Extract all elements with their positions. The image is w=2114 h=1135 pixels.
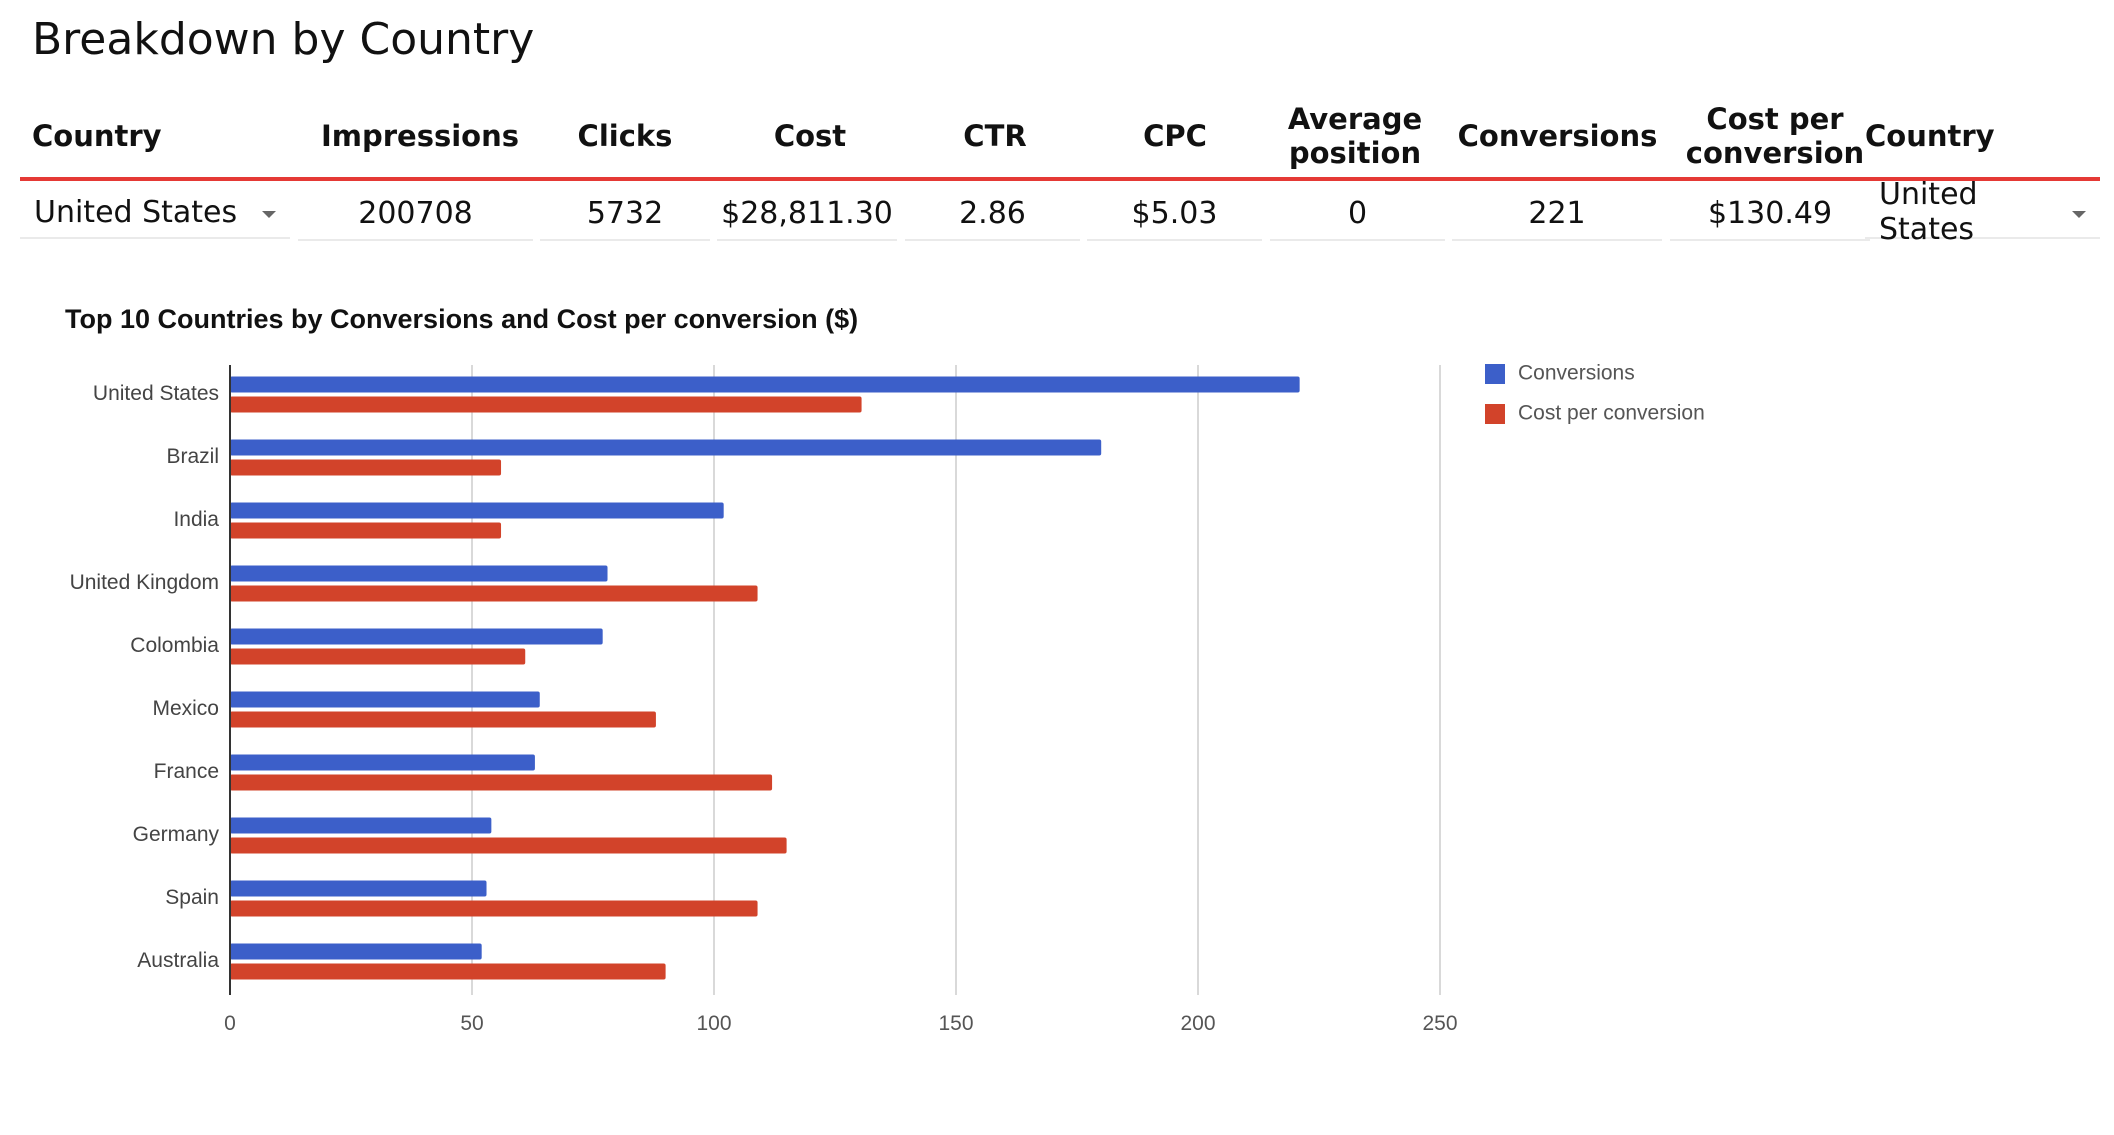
bar-cost-per-conversion[interactable]: [230, 522, 502, 539]
bar-cost-per-conversion[interactable]: [230, 774, 773, 791]
cost-cell: $28,811.30: [717, 187, 897, 241]
table-row: United States 200708 5732 $28,811.30 2.8…: [20, 177, 2100, 247]
y-category-label: Mexico: [152, 697, 219, 720]
x-tick-label: 250: [1422, 1012, 1457, 1035]
bar-conversions[interactable]: [230, 754, 535, 771]
x-tick-label: 200: [1180, 1012, 1215, 1035]
legend-label[interactable]: Conversions: [1518, 362, 1635, 385]
column-header-cost[interactable]: Cost: [773, 119, 847, 153]
bar-conversions[interactable]: [230, 817, 492, 834]
legend-swatch: [1485, 404, 1505, 424]
y-category-label: Colombia: [130, 634, 219, 657]
column-header-impressions[interactable]: Impressions: [320, 119, 520, 153]
legend-swatch: [1485, 364, 1505, 384]
bar-conversions[interactable]: [230, 439, 1102, 456]
y-category-label: France: [154, 760, 219, 783]
x-tick-label: 100: [696, 1012, 731, 1035]
column-header-country[interactable]: Country: [32, 119, 162, 153]
column-header-conversions[interactable]: Conversions: [1457, 119, 1658, 153]
country-dropdown-2[interactable]: United States: [1865, 177, 2100, 247]
bar-cost-per-conversion[interactable]: [230, 648, 526, 665]
cpc-cell: $5.03: [1087, 187, 1262, 241]
column-header-country-2[interactable]: Country: [1865, 119, 1995, 153]
bar-cost-per-conversion[interactable]: [230, 963, 666, 980]
ctr-cell: 2.86: [905, 187, 1080, 241]
impressions-cell: 200708: [298, 187, 533, 241]
y-category-label: Germany: [133, 823, 220, 846]
country-value: United States: [34, 194, 238, 230]
clicks-cell: 5732: [540, 187, 710, 241]
column-header-cpc[interactable]: CPC: [1143, 119, 1207, 153]
bar-conversions[interactable]: [230, 502, 724, 519]
axes: 0 50 100 150 200 250 United States Brazil India U…: [70, 365, 1458, 1035]
legend: Conversions Cost per conversion: [1485, 362, 1705, 425]
y-category-label: Australia: [137, 949, 219, 972]
bar-conversions[interactable]: [230, 943, 482, 960]
bar-cost-per-conversion[interactable]: [230, 711, 656, 728]
chevron-down-icon[interactable]: [262, 210, 276, 218]
column-header-cost-per-conversion[interactable]: Cost per conversion: [1685, 102, 1865, 170]
bar-cost-per-conversion[interactable]: [230, 459, 502, 476]
x-tick-label: 0: [224, 1012, 236, 1035]
bar-conversions[interactable]: [230, 628, 603, 645]
bars: [230, 376, 1300, 980]
x-tick-label: 150: [938, 1012, 973, 1035]
bar-cost-per-conversion[interactable]: [230, 900, 758, 917]
country-table: Country Impressions Clicks Cost CTR CPC …: [20, 95, 2100, 247]
bar-cost-per-conversion[interactable]: [230, 837, 787, 854]
y-category-label: United States: [93, 382, 219, 405]
y-category-label: Spain: [165, 886, 219, 909]
x-tick-label: 50: [460, 1012, 483, 1035]
column-header-clicks[interactable]: Clicks: [577, 119, 673, 153]
bar-cost-per-conversion[interactable]: [230, 396, 862, 413]
column-header-ctr[interactable]: CTR: [963, 119, 1027, 153]
legend-label[interactable]: Cost per conversion: [1518, 402, 1705, 425]
page-title: Breakdown by Country: [32, 14, 535, 65]
cost-per-conversion-cell: $130.49: [1670, 187, 1870, 241]
country-dropdown[interactable]: United States: [20, 187, 290, 239]
average-position-cell: 0: [1270, 187, 1445, 241]
conversions-cell: 221: [1452, 187, 1662, 241]
bar-conversions[interactable]: [230, 691, 540, 708]
country-value-2: United States: [1879, 177, 1978, 247]
column-header-average-position[interactable]: Average position: [1287, 102, 1423, 170]
bar-conversions[interactable]: [230, 880, 487, 897]
table-header-row: Country Impressions Clicks Cost CTR CPC …: [20, 95, 2100, 181]
bar-conversions[interactable]: [230, 376, 1300, 393]
y-category-label: Brazil: [166, 445, 219, 468]
bar-conversions[interactable]: [230, 565, 608, 582]
chevron-down-icon[interactable]: [2072, 210, 2086, 218]
y-category-label: United Kingdom: [70, 571, 219, 594]
chart-title: Top 10 Countries by Conversions and Cost…: [65, 304, 859, 334]
bar-cost-per-conversion[interactable]: [230, 585, 758, 602]
y-category-label: India: [173, 508, 219, 531]
